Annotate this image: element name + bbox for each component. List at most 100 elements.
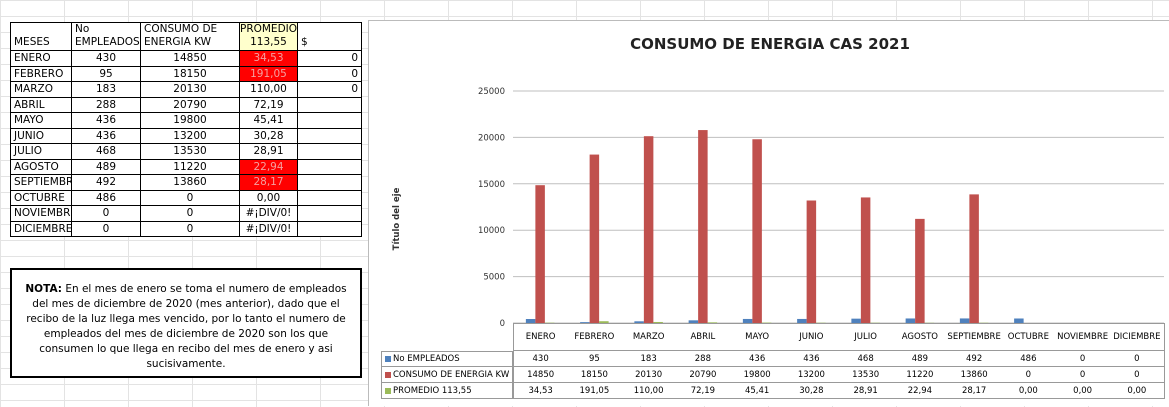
- table-cell: 0,00: [240, 191, 298, 207]
- table-cell: 191,05: [240, 67, 298, 83]
- data-label: 0: [1110, 351, 1165, 367]
- table-cell: MARZO: [10, 82, 72, 98]
- data-label: 486: [1001, 351, 1056, 367]
- table-cell: OCTUBRE: [10, 191, 72, 207]
- table-cell: [298, 206, 362, 222]
- table-cell: 95: [72, 67, 141, 83]
- table-cell: 11220: [141, 160, 240, 176]
- table-cell: 28,91: [240, 144, 298, 160]
- data-label: 191,05: [567, 383, 622, 399]
- y-tick-label: 15000: [478, 180, 505, 190]
- legend-entry: PROMEDIO 113,55: [381, 383, 513, 399]
- data-label: 0,00: [1001, 383, 1056, 399]
- x-tick-label: JUNIO: [784, 323, 839, 351]
- table-cell: 486: [72, 191, 141, 207]
- table-cell: MAYO: [10, 113, 72, 129]
- x-tick-label: AGOSTO: [893, 323, 948, 351]
- table-cell: [298, 191, 362, 207]
- table-cell: 30,28: [240, 129, 298, 145]
- table-cell: 0: [72, 206, 141, 222]
- table-cell: 45,41: [240, 113, 298, 129]
- table-cell: 288: [72, 98, 141, 114]
- table-cell: 72,19: [240, 98, 298, 114]
- y-tick-label: 0: [500, 319, 505, 329]
- x-tick-label: ENERO: [513, 323, 568, 351]
- legend-label: PROMEDIO 113,55: [393, 386, 472, 396]
- data-label: 28,91: [839, 383, 894, 399]
- data-label: 45,41: [730, 383, 785, 399]
- data-label: 28,17: [947, 383, 1002, 399]
- table-cell: [298, 175, 362, 191]
- y-tick-label: 5000: [483, 273, 505, 283]
- table-cell: 34,53: [240, 51, 298, 67]
- data-label: 288: [676, 351, 731, 367]
- data-label: 489: [893, 351, 948, 367]
- table-cell: 0: [141, 222, 240, 238]
- x-tick-label: ABRIL: [676, 323, 731, 351]
- table-cell: 14850: [141, 51, 240, 67]
- data-label: 0: [1001, 367, 1056, 383]
- table-cell: 20790: [141, 98, 240, 114]
- data-label: 11220: [893, 367, 948, 383]
- data-label: 0: [1056, 351, 1111, 367]
- y-tick-label: 25000: [478, 87, 505, 97]
- table-cell: SEPTIEMBRE: [10, 175, 72, 191]
- bar: [861, 197, 871, 323]
- y-axis-label: Título del eje: [392, 187, 402, 250]
- bar: [807, 201, 817, 323]
- table-cell: 430: [72, 51, 141, 67]
- data-label: 72,19: [676, 383, 731, 399]
- data-label: 110,00: [622, 383, 677, 399]
- note-box: NOTA: En el mes de enero se toma el nume…: [10, 268, 362, 378]
- table-cell: [298, 113, 362, 129]
- chart-title: CONSUMO DE ENERGIA CAS 2021: [630, 35, 910, 53]
- table-cell: 20130: [141, 82, 240, 98]
- note-label: NOTA:: [25, 283, 62, 295]
- chart-area: CONSUMO DE ENERGIA CAS 2021 Título del e…: [368, 20, 1169, 406]
- data-label: 20130: [622, 367, 677, 383]
- table-cell: 28,17: [240, 175, 298, 191]
- bar: [698, 130, 708, 323]
- table-cell: 0: [298, 51, 362, 67]
- table-cell: 492: [72, 175, 141, 191]
- table-cell: 0: [298, 67, 362, 83]
- table-cell: [298, 160, 362, 176]
- y-tick-label: 20000: [478, 133, 505, 143]
- table-cell: [298, 144, 362, 160]
- table-cell: 13860: [141, 175, 240, 191]
- x-tick-label: FEBRERO: [567, 323, 622, 351]
- table-cell: #¡DIV/0!: [240, 206, 298, 222]
- data-label: 95: [567, 351, 622, 367]
- header-cell: CONSUMO DE ENERGIA KW: [141, 22, 240, 51]
- data-label: 0: [1110, 367, 1165, 383]
- x-tick-label: OCTUBRE: [1001, 323, 1056, 351]
- table-cell: [298, 222, 362, 238]
- legend-key: [385, 372, 391, 378]
- data-label: 34,53: [513, 383, 568, 399]
- table-cell: DICIEMBRE: [10, 222, 72, 238]
- data-label: 492: [947, 351, 1002, 367]
- x-tick-label: SEPTIEMBRE: [947, 323, 1002, 351]
- table-cell: 0: [72, 222, 141, 238]
- x-tick-label: MARZO: [622, 323, 677, 351]
- data-label: 18150: [567, 367, 622, 383]
- x-tick-label: MAYO: [730, 323, 785, 351]
- table-cell: AGOSTO: [10, 160, 72, 176]
- data-label: 20790: [676, 367, 731, 383]
- bar: [535, 185, 545, 323]
- table-cell: 489: [72, 160, 141, 176]
- legend-label: No EMPLEADOS: [393, 354, 460, 364]
- table-cell: 468: [72, 144, 141, 160]
- table-cell: 13530: [141, 144, 240, 160]
- table-cell: 19800: [141, 113, 240, 129]
- data-label: 430: [513, 351, 568, 367]
- legend-key: [385, 388, 391, 394]
- data-label: 14850: [513, 367, 568, 383]
- header-cell: No EMPLEADOS: [72, 22, 141, 51]
- data-label: 13200: [784, 367, 839, 383]
- table-cell: ABRIL: [10, 98, 72, 114]
- x-tick-label: DICIEMBRE: [1110, 323, 1165, 351]
- header-cell: PROMEDIO 113,55: [240, 22, 298, 51]
- data-label: 0: [1056, 367, 1111, 383]
- table-cell: 22,94: [240, 160, 298, 176]
